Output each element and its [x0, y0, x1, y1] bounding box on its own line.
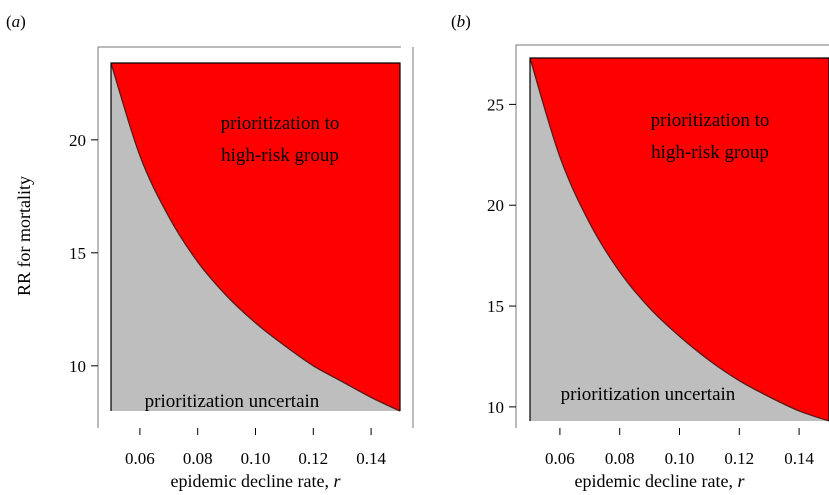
x-tick-label: 0.06 — [545, 449, 575, 468]
y-tick-label: 20 — [487, 196, 504, 215]
region-uncertain — [530, 58, 829, 421]
panel-label: (a) — [6, 12, 26, 31]
y-tick-label: 20 — [69, 131, 86, 150]
panel-label: (b) — [451, 12, 471, 31]
region-label-high-risk: high-risk group — [221, 145, 339, 166]
boundary-line — [110, 62, 401, 412]
x-tick-label: 0.14 — [784, 449, 814, 468]
region-high-risk — [111, 63, 400, 411]
y-axis-title: RR for mortality — [14, 176, 34, 296]
x-tick-label: 0.08 — [605, 449, 635, 468]
panel-b: 10 15 20 25 0.06 0.08 0.10 0.12 0.14 epidemic dec… — [451, 12, 829, 491]
y-tick-label: 10 — [487, 398, 504, 417]
boundary-line — [529, 57, 829, 422]
y-tick-label: 10 — [69, 357, 86, 376]
outer-box — [515, 44, 829, 428]
region-label-uncertain: prioritization uncertain — [145, 391, 320, 412]
panel-a: 10 15 20 0.06 0.08 0.10 0.12 0.14 epidemic decli… — [6, 12, 414, 491]
x-tick-label: 0.12 — [724, 449, 754, 468]
x-tick-label: 0.10 — [241, 449, 271, 468]
x-tick-label: 0.12 — [298, 449, 328, 468]
plot-frame — [110, 62, 401, 411]
plot-frame — [529, 57, 829, 421]
x-axis-title: epidemic decline rate, r — [575, 471, 746, 491]
region-label-high-risk: prioritization to — [221, 113, 340, 134]
region-label-uncertain: prioritization uncertain — [561, 384, 736, 405]
x-tick-label: 0.06 — [125, 449, 155, 468]
x-tick-label: 0.08 — [183, 449, 213, 468]
region-uncertain — [111, 63, 400, 411]
x-tick-label: 0.14 — [356, 449, 386, 468]
x-tick-label: 0.10 — [665, 449, 695, 468]
region-high-risk — [530, 58, 829, 421]
x-axis-title: epidemic decline rate, r — [171, 471, 342, 491]
region-label-high-risk: high-risk group — [651, 142, 769, 163]
y-tick-label: 25 — [487, 95, 504, 114]
y-tick-label: 15 — [69, 244, 86, 263]
outer-box — [97, 46, 401, 428]
y-tick-label: 15 — [487, 297, 504, 316]
region-label-high-risk: prioritization to — [651, 110, 770, 131]
